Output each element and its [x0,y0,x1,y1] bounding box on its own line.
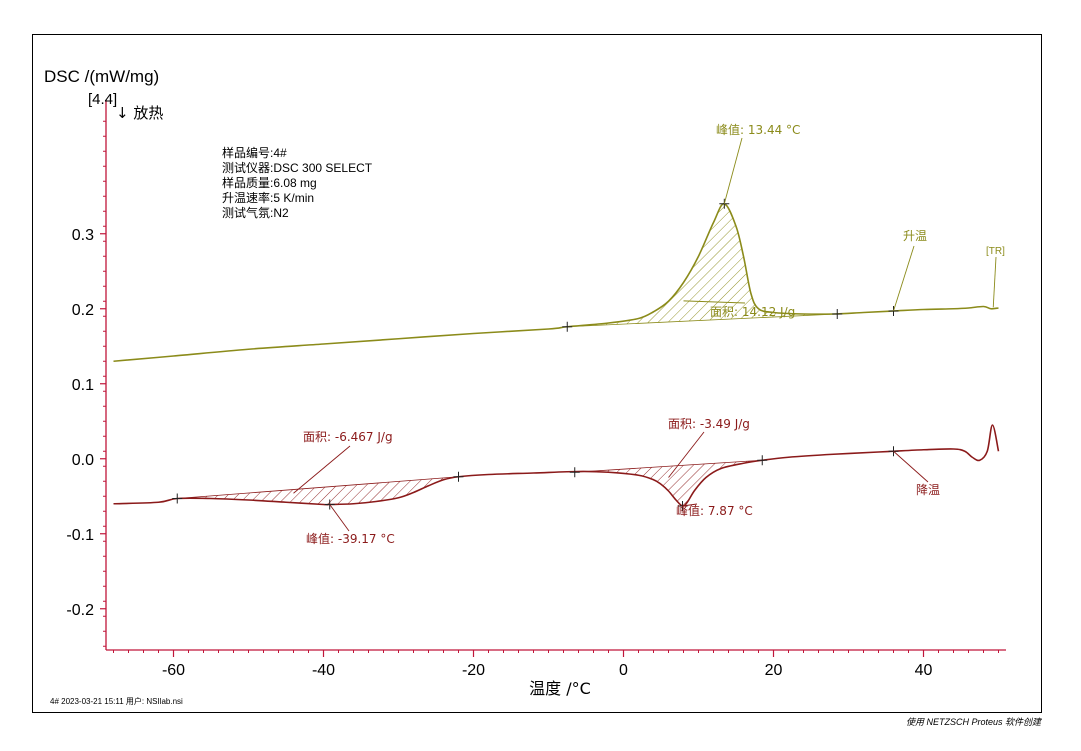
heating-area-leader [683,300,746,304]
cooling-peak2-area [574,460,763,507]
cooling-peak2-area-baseline [574,459,763,473]
cooling-area1-leader [293,445,351,494]
y-tick-label: -0.1 [66,527,94,544]
cooling-series-label: 降温 [916,483,940,497]
x-axis-title: 温度 /°C [529,679,591,698]
x-tick-label: -20 [462,662,485,679]
plot-frame [32,34,1042,713]
cooling-label-leader [893,450,929,483]
info-row: 测试气氛:N2 [222,206,289,220]
software-credit: 使用 NETZSCH Proteus 软件创建 [905,717,1041,727]
heating-area-label: 面积: 14.12 J/g [710,305,795,319]
heating-peak-area-baseline [567,313,838,328]
cooling-area1-label: 面积: -6.467 J/g [303,430,393,444]
cooling-peak1-area [177,476,459,505]
heating-tr-leader [992,256,997,308]
y-tick-label: 0.1 [72,377,94,394]
cooling-peak1-label: 峰值: -39.17 °C [306,531,395,546]
info-row: 测试仪器:DSC 300 SELECT [222,161,373,175]
x-tick-label: 0 [619,662,628,679]
heating-tr-label: [TR] [986,246,1005,257]
x-tick-label: -40 [312,662,335,679]
heating-label-leader [893,245,915,312]
y-tick-label: -0.2 [66,602,94,619]
x-tick-label: -60 [162,662,185,679]
heating-peak-label: 峰值: 13.44 °C [716,122,800,137]
x-tick-label: 20 [765,662,783,679]
y-axis-title: DSC /(mW/mg) [44,67,159,86]
cooling-peak1-area-baseline [177,476,459,499]
y-scale-factor: [4.4] [88,91,117,108]
cooling-peak2-label: 峰值: 7.87 °C [676,503,753,518]
sample-info-panel: 样品编号:4# 测试仪器:DSC 300 SELECT 样品质量:6.08 mg… [222,146,372,221]
heating-peak-area [567,203,838,327]
cooling-area2-label: 面积: -3.49 J/g [668,417,750,431]
heating-peak-leader [723,137,743,204]
info-row: 升温速率:5 K/min [222,191,315,205]
y-tick-label: 0.0 [72,452,94,469]
exo-direction-label: ↓ 放热 [116,104,163,122]
y-tick-label: 0.2 [72,302,94,319]
y-tick-label: 0.3 [72,227,94,244]
cooling-area2-leader [668,431,705,478]
cooling-peak2-leader [682,503,698,507]
info-row: 样品编号:4# [222,146,287,160]
heating-series-label: 升温 [903,229,927,243]
cooling-peak1-leader [329,504,350,532]
info-row: 样品质量:6.08 mg [222,176,317,190]
footer-meta: 4# 2023-03-21 15:11 用户: NSIlab.nsi [50,697,183,706]
x-tick-label: 40 [915,662,933,679]
heating-curve [113,202,999,363]
